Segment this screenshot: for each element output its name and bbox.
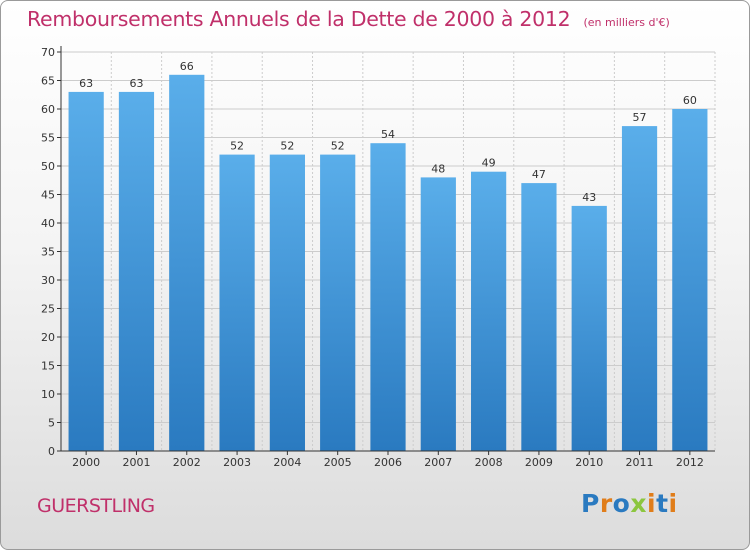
x-tick-label: 2007: [424, 456, 452, 469]
data-label: 48: [431, 162, 445, 175]
proxiti-logo: Proxiti: [581, 489, 678, 518]
y-tick-label: 20: [41, 331, 55, 344]
axes: 0 5 10 15 20 25 30 35 40 45 50 55 60 65 70 2000 2001 2002…: [41, 46, 715, 469]
bar: [420, 177, 456, 451]
y-tick-label: 65: [41, 75, 55, 88]
logo-letter: P: [581, 489, 600, 518]
data-label: 63: [129, 77, 143, 90]
data-label: 54: [381, 128, 395, 141]
data-label: 52: [331, 140, 345, 153]
x-tick-label: 2010: [575, 456, 603, 469]
logo-letter: i: [668, 489, 678, 518]
y-tick-label: 35: [41, 246, 55, 259]
data-label: 49: [482, 157, 496, 170]
y-tick-label: 50: [41, 160, 55, 173]
y-tick-label: 5: [48, 417, 55, 430]
bar: [219, 154, 255, 451]
bar: [169, 74, 205, 452]
data-label: 63: [79, 77, 93, 90]
logo-letter: x: [630, 489, 647, 518]
chart-subtitle: (en milliers d'€): [583, 16, 670, 29]
bar: [621, 126, 658, 451]
bar: [571, 205, 607, 451]
x-tick-label: 2006: [374, 456, 402, 469]
y-tick-label: 15: [41, 360, 55, 373]
y-tick-label: 60: [41, 103, 55, 116]
y-tick-label: 70: [41, 46, 55, 59]
data-label: 66: [180, 60, 194, 73]
logo-letter: i: [647, 489, 657, 518]
chart-title: Remboursements Annuels de la Dette de 20…: [27, 7, 571, 31]
bars: [68, 74, 708, 452]
bar: [320, 154, 356, 451]
x-tick-label: 2000: [72, 456, 100, 469]
x-tick-label: 2008: [475, 456, 503, 469]
y-tick-label: 55: [41, 132, 55, 145]
x-tick-label: 2002: [173, 456, 201, 469]
y-tick-label: 25: [41, 303, 55, 316]
bar: [118, 91, 155, 452]
x-tick-label: 2011: [626, 456, 654, 469]
y-tick-label: 45: [41, 189, 55, 202]
data-label: 52: [230, 140, 244, 153]
bar: [370, 143, 406, 451]
x-tick-label: 2003: [223, 456, 251, 469]
x-tick-label: 2012: [676, 456, 704, 469]
logo-letter: o: [612, 489, 631, 518]
y-tick-label: 0: [48, 445, 55, 458]
bar: [521, 183, 557, 451]
data-label: 57: [633, 111, 647, 124]
data-label: 60: [683, 94, 697, 107]
data-labels: 63 63 66 52 52 52 54 48 49 47 43 57 60: [79, 60, 697, 204]
logo-letter: r: [599, 489, 613, 518]
data-label: 47: [532, 168, 546, 181]
y-tick-label: 10: [41, 388, 55, 401]
y-tick-label: 30: [41, 274, 55, 287]
x-tick-label: 2004: [273, 456, 301, 469]
data-label: 43: [582, 191, 596, 204]
bar: [269, 154, 305, 451]
x-tick-label: 2009: [525, 456, 553, 469]
commune-name: GUERSTLING: [37, 495, 155, 517]
x-tick-label: 2001: [122, 456, 150, 469]
logo-letter: t: [656, 489, 669, 518]
bar: [68, 91, 104, 452]
data-label: 52: [280, 140, 294, 153]
y-tick-label: 40: [41, 217, 55, 230]
bar: [672, 109, 708, 451]
x-tick-label: 2005: [324, 456, 352, 469]
bar: [471, 171, 507, 451]
title-row: Remboursements Annuels de la Dette de 20…: [27, 7, 670, 31]
